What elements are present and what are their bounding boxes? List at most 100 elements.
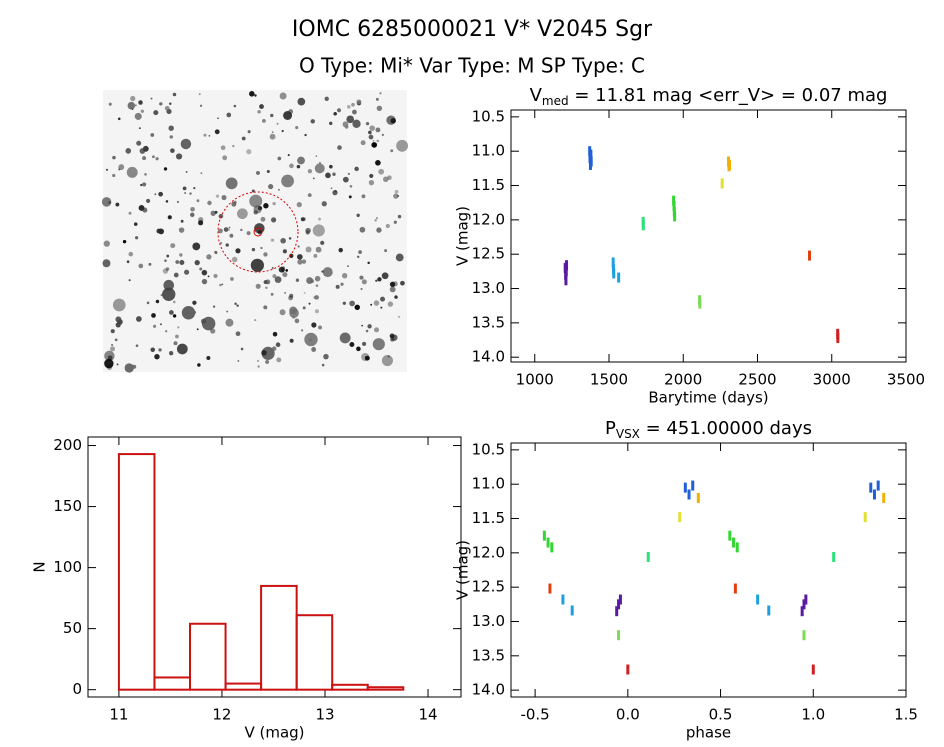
star: [261, 350, 267, 356]
star: [277, 156, 282, 161]
x-tick-label: 3000: [813, 371, 851, 389]
histogram-bar: [153, 676, 192, 691]
star: [112, 155, 116, 160]
star: [330, 187, 333, 190]
star: [312, 177, 315, 180]
star: [206, 356, 211, 360]
data-point: [550, 542, 554, 553]
star: [173, 272, 179, 278]
star: [318, 325, 322, 330]
star: [259, 104, 264, 109]
x-tick-label: 1500: [590, 371, 628, 389]
star: [278, 266, 285, 273]
star: [260, 246, 263, 250]
star: [323, 353, 329, 360]
histogram-bar: [224, 682, 263, 691]
star: [263, 252, 268, 257]
y-tick-label: 100: [53, 558, 82, 576]
star: [320, 240, 325, 245]
star: [173, 341, 178, 346]
star: [358, 250, 362, 254]
star: [373, 300, 380, 306]
star: [197, 363, 201, 367]
plot-frame: [510, 109, 907, 363]
star: [376, 217, 378, 219]
star: [342, 301, 346, 305]
star: [110, 329, 115, 334]
star: [351, 102, 355, 107]
star: [380, 306, 383, 309]
star: [159, 102, 163, 106]
star: [102, 259, 111, 268]
star: [222, 155, 228, 161]
star: [219, 241, 223, 245]
star: [372, 338, 385, 351]
star: [262, 118, 266, 123]
star: [208, 134, 211, 137]
star: [372, 139, 375, 142]
star: [390, 337, 395, 342]
y-tick-label: 12.5: [472, 578, 505, 596]
y-tick-label: 13.5: [472, 646, 505, 664]
star: [192, 242, 201, 251]
star: [257, 109, 261, 114]
star: [194, 259, 200, 266]
x-tick-label: 2000: [664, 371, 702, 389]
star: [172, 300, 176, 304]
star: [349, 184, 353, 188]
star: [257, 365, 260, 368]
star: [253, 210, 258, 215]
star: [168, 125, 174, 131]
star: [112, 298, 126, 312]
star: [148, 262, 152, 266]
star: [296, 202, 302, 208]
star: [207, 275, 210, 278]
star: [367, 261, 370, 265]
star: [200, 172, 203, 175]
star: [310, 119, 315, 124]
star: [126, 260, 130, 264]
data-point: [683, 482, 687, 493]
star: [250, 258, 264, 272]
star: [359, 226, 366, 233]
star: [313, 253, 318, 258]
star: [225, 318, 234, 327]
y-axis-label: V (mag): [454, 206, 472, 266]
star: [246, 149, 252, 155]
y-tick-label: 10.5: [472, 107, 505, 125]
star: [179, 259, 185, 265]
data-point: [626, 664, 630, 675]
x-tick-label: 2500: [738, 371, 776, 389]
star: [225, 177, 238, 190]
star: [390, 149, 394, 153]
star: [215, 194, 220, 198]
star: [349, 300, 355, 307]
star: [230, 277, 234, 281]
y-tick-label: 11.5: [472, 176, 505, 194]
star: [301, 329, 304, 332]
star: [289, 163, 294, 169]
data-point: [672, 195, 676, 206]
star: [232, 144, 235, 148]
data-point: [832, 551, 836, 562]
star: [213, 273, 218, 279]
title-part: P: [605, 418, 616, 439]
star: [288, 237, 292, 240]
star: [172, 314, 177, 318]
x-tick-label: 0.5: [709, 706, 733, 724]
star: [241, 136, 246, 141]
x-axis-label: phase: [686, 724, 731, 742]
star: [249, 194, 263, 208]
star: [271, 217, 277, 223]
star: [362, 341, 367, 346]
star: [111, 343, 114, 347]
star: [287, 154, 290, 157]
y-tick-label: 14.0: [472, 681, 505, 699]
star: [329, 121, 333, 126]
y-tick-label: 12.0: [472, 543, 505, 561]
star: [393, 220, 397, 224]
star: [210, 210, 216, 216]
data-point: [720, 178, 724, 189]
star: [368, 180, 375, 186]
